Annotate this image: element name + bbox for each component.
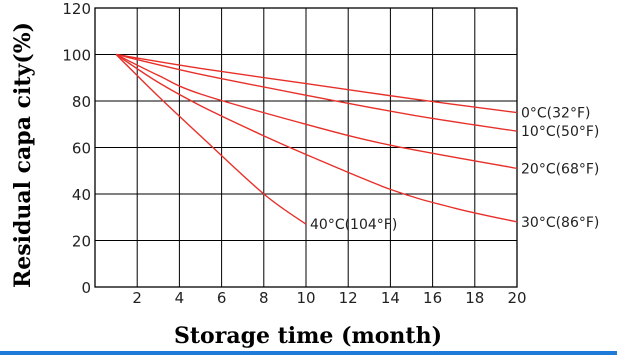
x-tick-label: 6	[217, 289, 227, 307]
series-line-0	[115, 53, 518, 114]
y-tick-label: 20	[72, 233, 91, 251]
x-tick-label: 2	[132, 289, 142, 307]
y-tick-label: 40	[72, 186, 91, 204]
series-line-2	[115, 53, 518, 170]
x-tick-label: 18	[465, 289, 484, 307]
x-tick-label: 20	[507, 289, 526, 307]
series-layer	[115, 53, 518, 225]
y-tick-label: 80	[72, 93, 91, 111]
x-tick-label: 4	[175, 289, 185, 307]
x-tick-label: 10	[296, 289, 315, 307]
series-line-3	[115, 53, 518, 223]
x-tick-label: 14	[381, 289, 400, 307]
series-label-3: 30°C(86°F)	[521, 215, 599, 231]
tick-labels: 2 4 6 8 10 12 14 16 18 20 0 20 40 60 80 100 120	[62, 0, 526, 307]
series-label-1: 10°C(50°F)	[521, 124, 599, 140]
y-axis-title: Residual capa city(%)	[10, 22, 36, 288]
series-label-4: 40°C(104°F)	[310, 217, 397, 233]
bottom-rule	[0, 351, 617, 355]
x-tick-label: 8	[259, 289, 269, 307]
series-label-0: 0°C(32°F)	[521, 106, 590, 122]
y-tick-label: 60	[72, 140, 91, 158]
series-line-1	[115, 53, 518, 132]
series-labels: 0°C(32°F) 10°C(50°F) 20°C(68°F) 30°C(86°F) 4…	[310, 106, 599, 234]
x-tick-label: 12	[339, 289, 358, 307]
x-axis-title: Storage time (month)	[174, 323, 442, 349]
series-line-4	[115, 54, 307, 225]
x-tick-label: 16	[423, 289, 442, 307]
y-tick-label: 100	[62, 47, 91, 65]
grid-layer	[94, 7, 518, 288]
y-tick-label: 0	[81, 279, 91, 297]
y-tick-label: 120	[62, 0, 91, 18]
series-label-2: 20°C(68°F)	[521, 161, 599, 177]
